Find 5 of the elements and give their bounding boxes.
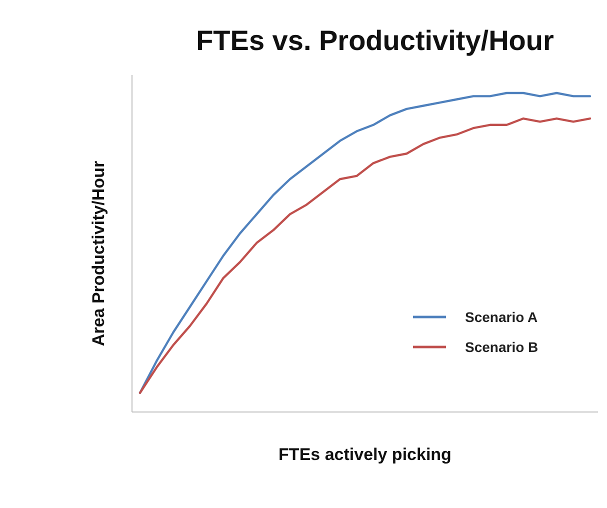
legend-label: Scenario A bbox=[465, 309, 538, 325]
chart-title: FTEs vs. Productivity/Hour bbox=[196, 25, 554, 56]
legend-label: Scenario B bbox=[465, 339, 538, 355]
x-axis-title: FTEs actively picking bbox=[278, 445, 452, 464]
y-axis-title: Area Productivity/Hour bbox=[89, 160, 108, 346]
